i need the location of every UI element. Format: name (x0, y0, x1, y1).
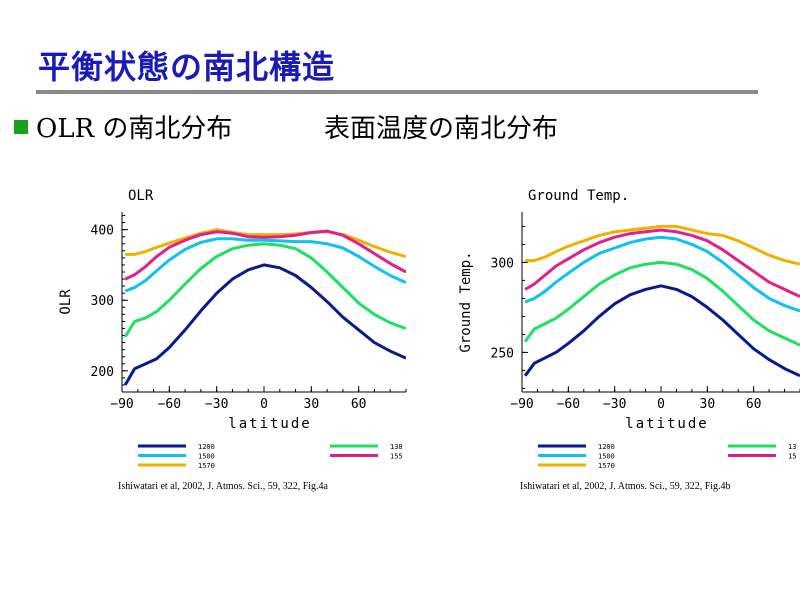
slide-title: 平衡状態の南北構造 (38, 48, 336, 86)
y-tick-label: 300 (491, 256, 514, 271)
series-line-1200 (123, 263, 406, 386)
legend-label: 13 (788, 443, 796, 451)
x-axis-label: latitude (228, 416, 311, 432)
x-tick-label: 60 (351, 397, 367, 412)
y-tick-label: 250 (491, 346, 514, 361)
x-tick-label: 60 (746, 397, 762, 412)
series-line-1500 (524, 235, 800, 313)
y-tick-label: 200 (91, 365, 114, 380)
x-tick-label: −30 (603, 397, 626, 412)
legend-label: 1500 (598, 453, 615, 461)
series-line-1380 (123, 242, 406, 338)
series-line-1380 (523, 260, 800, 347)
x-tick-label: −60 (557, 397, 580, 412)
series-line-1500 (124, 237, 406, 293)
chart-ground-temp: Ground Temp. 250 300 −90 −60 −30 0 30 60 latitude… (458, 188, 800, 470)
series-line-1200 (523, 284, 800, 378)
legend-label: 155 (390, 453, 403, 461)
bullet-label-olr: OLR の南北分布 (36, 114, 233, 144)
x-tick-label: 30 (700, 397, 716, 412)
legend-label: 138 (390, 443, 403, 451)
series-line-1570 (525, 224, 800, 266)
x-tick-label: 30 (304, 397, 320, 412)
series-line-1550 (124, 229, 406, 281)
x-tick-label: −60 (158, 397, 181, 412)
y-axis-label: OLR (58, 289, 74, 315)
x-axis-label: latitude (625, 416, 708, 432)
y-tick-label: 300 (91, 294, 114, 309)
x-tick-label: 0 (657, 397, 665, 412)
legend-label: 1200 (198, 443, 215, 451)
legend-label: 1200 (598, 443, 615, 451)
legend-label: 1500 (198, 453, 215, 461)
bullet-row: OLR の南北分布 表面温度の南北分布 (14, 108, 558, 145)
chart-title: Ground Temp. (528, 188, 629, 204)
x-tick-label: 0 (260, 397, 268, 412)
legend-label: 15 (788, 453, 796, 461)
legend-label: 1570 (198, 462, 215, 470)
bullet-label-surface-temp: 表面温度の南北分布 (324, 114, 559, 144)
series-lines (523, 224, 800, 378)
x-tick-label: −90 (110, 397, 133, 412)
citation-ground-temp: Ishiwatari et al, 2002, J. Atmos. Sci., … (520, 481, 731, 492)
citation-olr: Ishiwatari et al, 2002, J. Atmos. Sci., … (118, 481, 328, 492)
chart-olr: OLR 200 300 400 −90 −60 −30 0 30 60 latitude OLR 120… (58, 188, 407, 470)
series-line-1570 (125, 228, 406, 258)
x-tick-label: −90 (510, 397, 533, 412)
y-tick-label: 400 (91, 224, 114, 239)
chart-title: OLR (128, 188, 154, 204)
title-underline (36, 90, 758, 94)
legend-label: 1570 (598, 462, 615, 470)
x-tick-label: −30 (205, 397, 228, 412)
y-axis-label: Ground Temp. (458, 251, 474, 352)
series-line-1550 (524, 228, 800, 298)
green-square-bullet-icon (14, 120, 28, 134)
series-lines (123, 228, 406, 386)
